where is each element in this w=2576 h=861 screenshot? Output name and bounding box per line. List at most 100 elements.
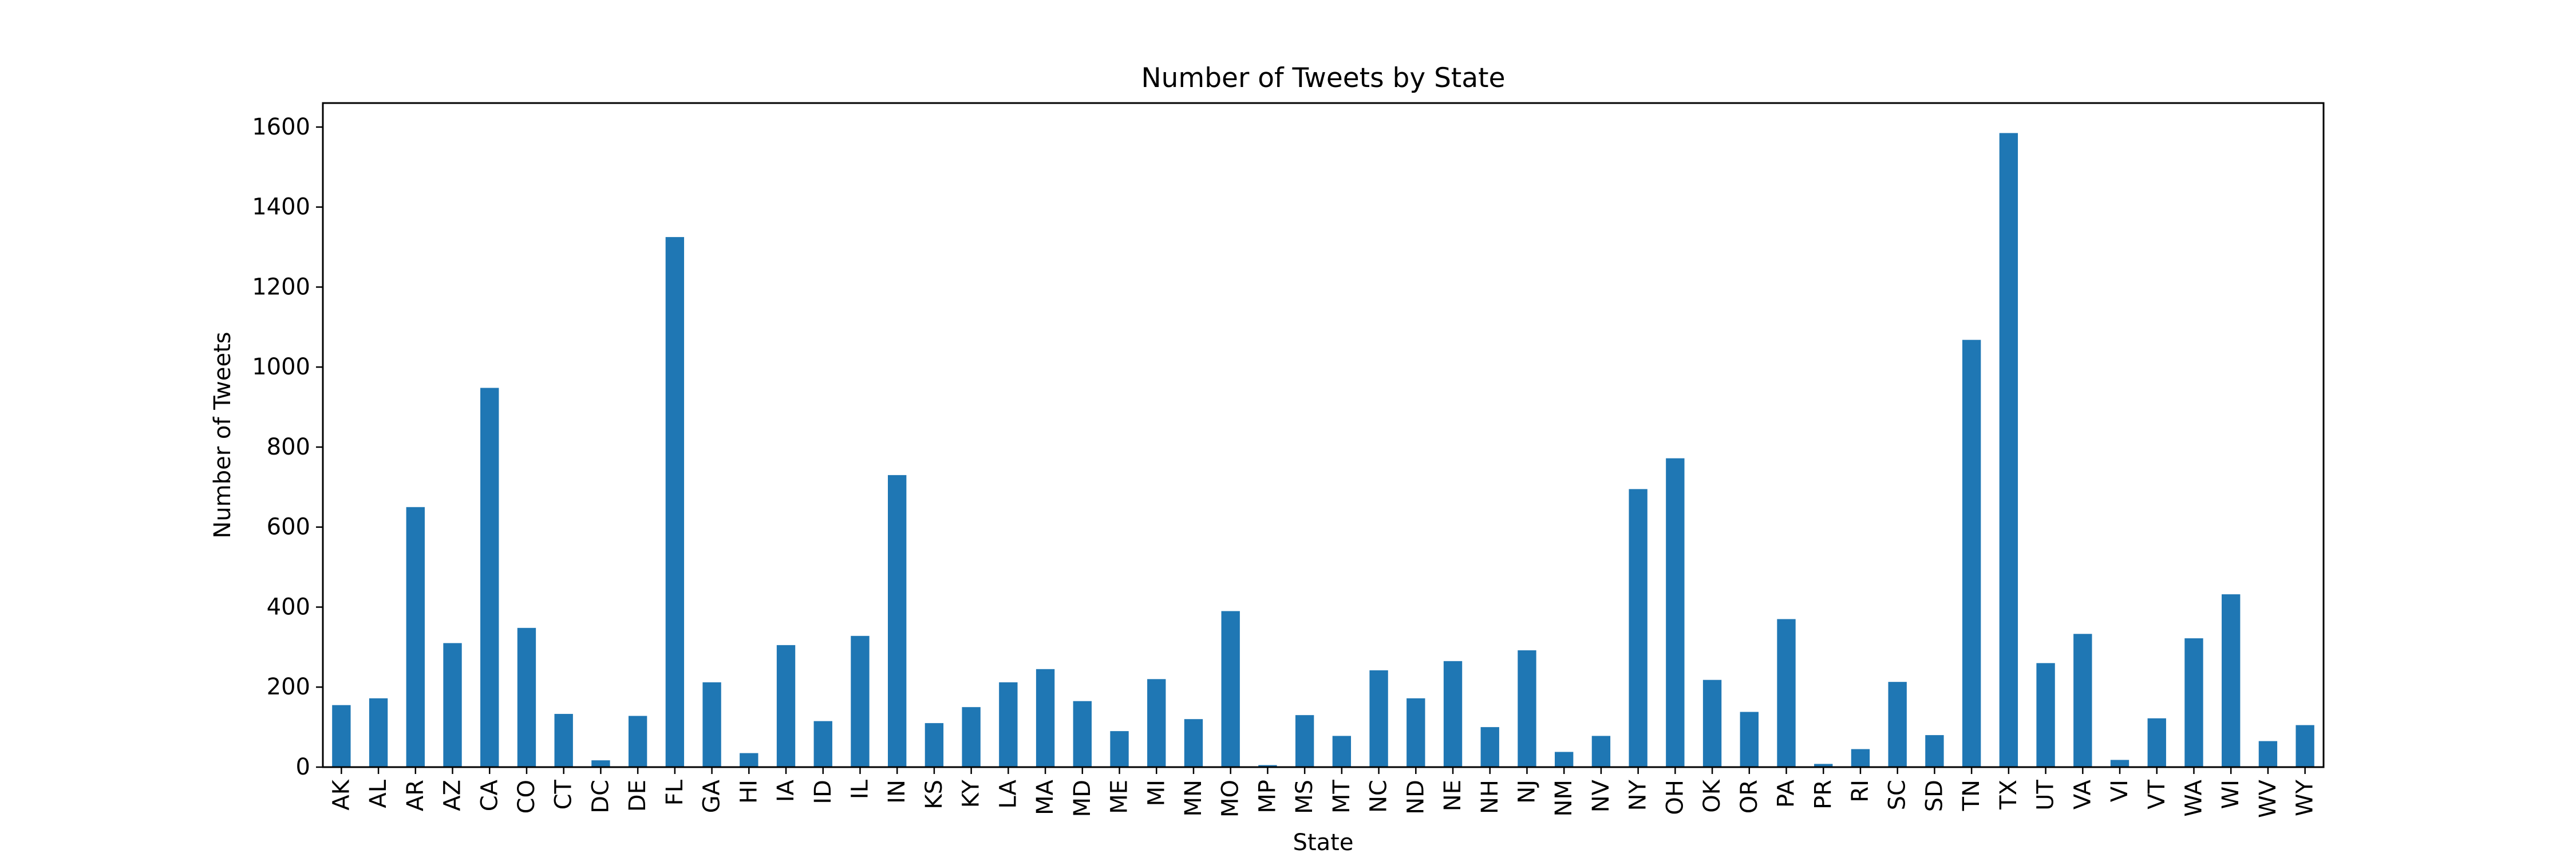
x-tick-label-ar: AR — [402, 780, 429, 811]
bar-sd — [1925, 735, 1944, 767]
x-tick-label-vi: VI — [2107, 780, 2133, 802]
bar-wv — [2258, 741, 2278, 767]
bar-oh — [1666, 458, 1685, 767]
x-tick-label-ny: NY — [1625, 779, 1652, 811]
x-tick-label-tx: TX — [1996, 780, 2022, 810]
bar-ms — [1295, 715, 1314, 767]
bar-ak — [332, 705, 351, 767]
x-tick-label-dc: DC — [587, 780, 614, 813]
x-tick-label-id: ID — [810, 780, 836, 804]
x-tick-label-vt: VT — [2144, 779, 2170, 809]
bar-wi — [2222, 594, 2241, 767]
chart-title: Number of Tweets by State — [1141, 62, 1505, 94]
bar-tn — [1962, 339, 1981, 767]
bar-ma — [1036, 669, 1055, 767]
bar-ky — [962, 707, 981, 767]
bar-or — [1740, 712, 1759, 767]
bar-ca — [480, 388, 499, 767]
x-tick-label-hi: HI — [736, 780, 762, 804]
bar-il — [851, 635, 870, 767]
bar-vi — [2110, 760, 2129, 767]
bar-ks — [924, 723, 944, 767]
bar-pa — [1777, 619, 1796, 767]
bar-mn — [1184, 719, 1203, 767]
x-tick-label-nv: NV — [1588, 779, 1614, 812]
bar-ri — [1851, 749, 1870, 767]
bar-hi — [740, 753, 758, 767]
x-tick-label-ok: OK — [1699, 779, 1725, 812]
x-tick-label-tn: TN — [1958, 780, 1985, 811]
bar-vt — [2147, 718, 2166, 767]
bar-nv — [1591, 736, 1611, 767]
x-tick-label-il: IL — [847, 779, 873, 799]
y-tick-label-400: 400 — [267, 594, 310, 620]
y-tick-label-800: 800 — [267, 434, 310, 460]
bar-az — [443, 643, 462, 767]
x-tick-label-ne: NE — [1440, 780, 1466, 811]
x-tick-label-ct: CT — [551, 779, 577, 809]
x-tick-label-nc: NC — [1366, 780, 1392, 813]
x-tick-label-mt: MT — [1329, 779, 1355, 813]
x-tick-label-mn: MN — [1180, 780, 1207, 816]
x-tick-label-co: CO — [513, 780, 540, 813]
x-tick-label-wy: WY — [2292, 779, 2318, 816]
x-tick-label-wi: WI — [2218, 780, 2244, 809]
bar-ct — [554, 714, 573, 767]
y-tick-label-600: 600 — [267, 514, 310, 540]
x-tick-label-va: VA — [2069, 779, 2096, 809]
bar-ut — [2036, 663, 2055, 767]
plot-frame — [322, 102, 2325, 768]
x-tick-label-sd: SD — [1921, 780, 1947, 812]
x-tick-label-wv: WV — [2255, 779, 2281, 818]
bar-nj — [1518, 650, 1536, 767]
bar-co — [517, 627, 536, 767]
bar-nm — [1555, 752, 1574, 767]
bar-mp — [1258, 765, 1277, 767]
x-tick-label-ut: UT — [2033, 779, 2059, 810]
bars-layer — [332, 133, 2314, 767]
x-tick-label-az: AZ — [440, 780, 466, 811]
x-tick-label-ri: RI — [1847, 780, 1874, 803]
x-tick-label-me: ME — [1107, 780, 1133, 814]
x-tick-label-ks: KS — [921, 780, 947, 809]
x-tick-label-ca: CA — [476, 779, 503, 811]
bar-id — [813, 721, 832, 767]
bar-ar — [406, 507, 425, 767]
x-tick-label-ky: KY — [958, 779, 985, 808]
bar-wy — [2296, 725, 2314, 767]
bar-wa — [2184, 638, 2203, 767]
bar-ga — [702, 682, 721, 767]
bar-va — [2073, 634, 2092, 767]
x-tick-label-ak: AK — [328, 779, 354, 810]
x-tick-label-nd: ND — [1402, 780, 1429, 815]
x-tick-label-oh: OH — [1662, 780, 1688, 815]
x-tick-label-nj: NJ — [1514, 780, 1540, 804]
x-tick-label-md: MD — [1069, 780, 1096, 817]
bar-nh — [1480, 727, 1499, 767]
x-tick-label-nh: NH — [1477, 780, 1503, 814]
y-tick-label-200: 200 — [267, 674, 310, 700]
x-tick-label-nm: NM — [1551, 780, 1577, 816]
x-axis-label: State — [1293, 830, 1354, 856]
bar-ne — [1443, 661, 1463, 767]
bar-ia — [776, 645, 796, 767]
y-tick-label-0: 0 — [296, 754, 310, 780]
x-tick-label-ma: MA — [1032, 779, 1058, 815]
x-tick-label-mo: MO — [1218, 780, 1244, 817]
y-axis-ticks: 0 200 400 600 800 1000 1200 1400 1600 — [252, 114, 323, 780]
x-tick-label-ia: IA — [773, 779, 799, 802]
x-tick-label-wa: WA — [2180, 779, 2207, 816]
y-tick-label-1200: 1200 — [252, 274, 310, 300]
bar-in — [888, 475, 907, 767]
bar-fl — [665, 237, 685, 767]
y-tick-label-1400: 1400 — [252, 194, 310, 220]
x-tick-label-al: AL — [365, 779, 392, 808]
x-tick-label-fl: FL — [662, 779, 688, 805]
bar-de — [628, 716, 647, 767]
x-tick-label-mi: MI — [1143, 780, 1170, 806]
x-tick-label-la: LA — [995, 779, 1021, 808]
y-axis-label: Number of Tweets — [210, 332, 236, 539]
